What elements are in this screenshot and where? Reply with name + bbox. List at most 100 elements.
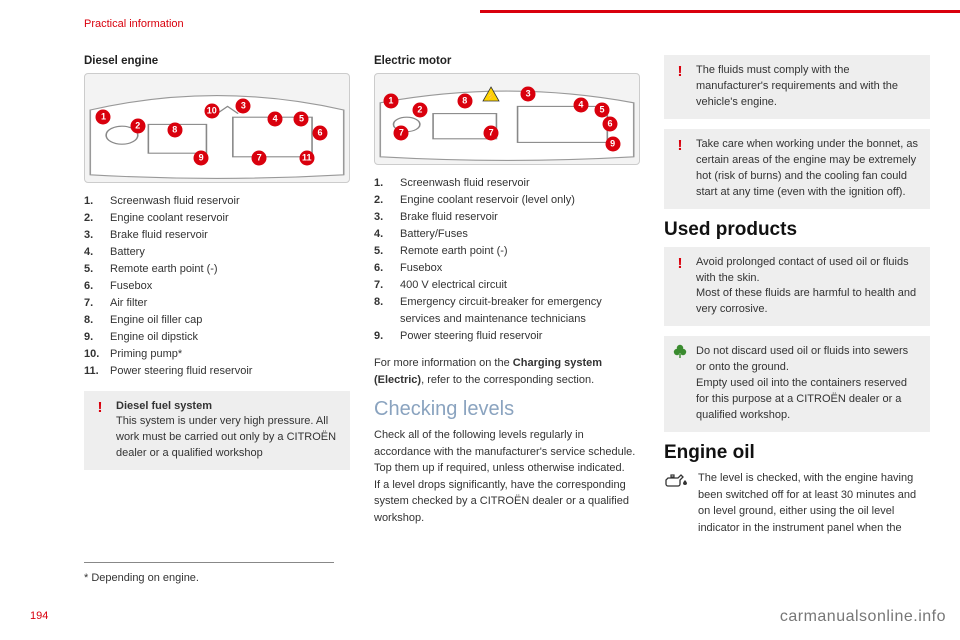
used-products-heading: Used products [664, 219, 930, 241]
list-item: 3. Brake fluid reservoir [84, 227, 350, 244]
page-number: 194 [30, 610, 48, 622]
fluids-comply-text: The fluids must comply with the manufact… [696, 64, 898, 108]
diagram-callout: 2 [412, 103, 427, 118]
column-electric: Electric motor ⚡ 1283456779 1.Screenwash… [374, 55, 640, 536]
diesel-fuel-note: ! Diesel fuel system This system is unde… [84, 391, 350, 471]
svg-text:⚡: ⚡ [486, 91, 496, 101]
electric-title: Electric motor [374, 55, 640, 67]
hv-warning-icon: ⚡ [482, 86, 500, 102]
item-label: Brake fluid reservoir [110, 227, 208, 244]
eco-discard-lead: Do not discard used oil or fluids into s… [696, 345, 908, 373]
item-number: 2. [84, 210, 102, 227]
list-item: 6. Fusebox [84, 278, 350, 295]
list-item: 10.Priming pump* [84, 346, 350, 363]
electric-motor-diagram: ⚡ 1283456779 [374, 73, 640, 165]
diesel-engine-diagram: 1281034569711 [84, 73, 350, 183]
svg-text:!: ! [98, 399, 103, 415]
fluids-comply-note: ! The fluids must comply with the manufa… [664, 55, 930, 119]
item-number: 5. [84, 261, 102, 278]
diagram-callout: 6 [312, 126, 327, 141]
list-item: 7. 400 V electrical circuit [374, 277, 640, 294]
diagram-callout: 2 [130, 118, 145, 133]
list-item: 7. Air filter [84, 295, 350, 312]
item-label: Engine oil dipstick [110, 329, 198, 346]
more-info-post: , refer to the corresponding section. [421, 374, 594, 386]
item-number: 3. [374, 209, 392, 226]
item-label: Engine oil filler cap [110, 312, 202, 329]
diagram-callout: 7 [252, 151, 267, 166]
item-label: Power steering fluid reservoir [110, 363, 252, 380]
list-item: 8.Emergency circuit-breaker for emergenc… [374, 294, 640, 328]
diagram-callout: 3 [236, 99, 251, 114]
svg-text:!: ! [678, 63, 683, 79]
warning-icon: ! [672, 255, 688, 271]
diesel-note-body: This system is under very high pressure.… [116, 415, 336, 459]
electric-motor-illustration [375, 74, 639, 164]
svg-text:!: ! [678, 137, 683, 153]
content-columns: Diesel engine 1281034569711 1.Screenwash… [84, 55, 930, 536]
diagram-callout: 9 [194, 151, 209, 166]
diesel-component-list: 1.Screenwash fluid reservoir2.Engine coo… [84, 193, 350, 381]
item-label: Priming pump* [110, 346, 182, 363]
item-number: 3. [84, 227, 102, 244]
list-item: 9. Power steering fluid reservoir [374, 328, 640, 345]
item-label: 400 V electrical circuit [400, 277, 507, 294]
electric-component-list: 1.Screenwash fluid reservoir2.Engine coo… [374, 175, 640, 345]
diagram-callout: 7 [394, 126, 409, 141]
item-label: Power steering fluid reservoir [400, 328, 542, 345]
item-number: 6. [84, 278, 102, 295]
svg-text:!: ! [678, 255, 683, 271]
list-item: 6.Fusebox [374, 260, 640, 277]
column-notes: ! The fluids must comply with the manufa… [664, 55, 930, 536]
diagram-callout: 1 [383, 94, 398, 109]
header-accent-bar [480, 10, 960, 13]
diagram-callout: 3 [521, 86, 536, 101]
diagram-callout: 4 [573, 97, 588, 112]
engine-oil-row: The level is checked, with the engine ha… [664, 470, 930, 536]
item-number: 11. [84, 363, 102, 380]
diagram-callout: 8 [457, 94, 472, 109]
engine-oil-heading: Engine oil [664, 442, 930, 464]
item-label: Battery/Fuses [400, 226, 468, 243]
item-label: Screenwash fluid reservoir [110, 193, 240, 210]
item-number: 7. [84, 295, 102, 312]
item-label: Air filter [110, 295, 147, 312]
diagram-callout: 6 [602, 116, 617, 131]
diagram-callout: 7 [484, 126, 499, 141]
oil-can-icon [664, 470, 690, 536]
used-oil-skin-lead: Avoid prolonged contact of used oil or f… [696, 256, 909, 284]
item-number: 9. [84, 329, 102, 346]
item-label: Fusebox [110, 278, 152, 295]
used-oil-skin-note: ! Avoid prolonged contact of used oil or… [664, 247, 930, 327]
diagram-callout: 11 [299, 151, 314, 166]
item-label: Brake fluid reservoir [400, 209, 498, 226]
warning-icon: ! [672, 63, 688, 79]
used-oil-skin-body: Most of these fluids are harmful to heal… [696, 287, 916, 315]
diesel-title: Diesel engine [84, 55, 350, 67]
diagram-callout: 9 [605, 137, 620, 152]
item-number: 4. [374, 226, 392, 243]
item-label: Remote earth point (-) [400, 243, 508, 260]
engine-oil-body: The level is checked, with the engine ha… [698, 470, 930, 536]
list-item: 5.Remote earth point (-) [374, 243, 640, 260]
list-item: 4. Battery/Fuses [374, 226, 640, 243]
item-number: 9. [374, 328, 392, 345]
column-diesel: Diesel engine 1281034569711 1.Screenwash… [84, 55, 350, 536]
item-number: 8. [84, 312, 102, 329]
warning-icon: ! [672, 137, 688, 153]
list-item: 1.Screenwash fluid reservoir [84, 193, 350, 210]
list-item: 8. Engine oil filler cap [84, 312, 350, 329]
diagram-callout: 5 [294, 112, 309, 127]
diesel-note-title: Diesel fuel system [116, 400, 212, 412]
item-number: 7. [374, 277, 392, 294]
checking-levels-body: Check all of the following levels regula… [374, 427, 640, 526]
eco-icon [672, 344, 688, 360]
diagram-callout: 1 [96, 110, 111, 125]
list-item: 2.Engine coolant reservoir [84, 210, 350, 227]
checking-levels-heading: Checking levels [374, 398, 640, 421]
section-label: Practical information [84, 18, 184, 30]
item-label: Remote earth point (-) [110, 261, 218, 278]
warning-icon: ! [92, 399, 108, 415]
watermark-text: carmanualsonline.info [780, 608, 946, 626]
item-number: 1. [374, 175, 392, 192]
